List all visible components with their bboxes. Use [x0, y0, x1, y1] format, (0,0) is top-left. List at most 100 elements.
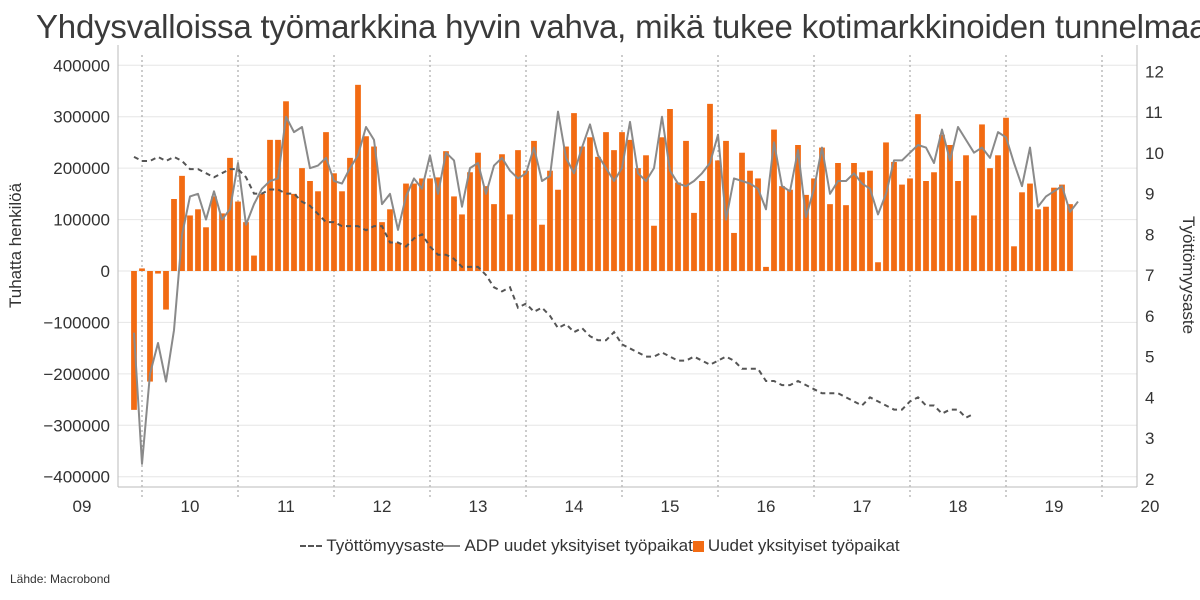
bar	[547, 170, 553, 271]
bar	[971, 215, 977, 271]
bar	[435, 177, 441, 271]
bar	[355, 84, 361, 271]
bar	[603, 132, 609, 271]
x-tick-label: 14	[565, 497, 584, 516]
bar	[235, 201, 241, 271]
y-tick-label-right: 12	[1145, 62, 1164, 81]
bar	[795, 145, 801, 271]
y-tick-label-left: −300000	[43, 416, 110, 435]
y-tick-label-right: 3	[1145, 429, 1154, 448]
legend: Työttömyysaste ADP uudet yksityiset työp…	[0, 536, 1200, 556]
y-tick-label-right: 6	[1145, 307, 1154, 326]
x-tick-label: 16	[757, 497, 776, 516]
bar	[499, 154, 505, 271]
bar	[667, 109, 673, 271]
legend-label-jobs: Uudet yksityiset työpaikat	[707, 536, 900, 555]
bar	[843, 205, 849, 271]
bar	[875, 262, 881, 271]
legend-label-unemployment: Työttömyysaste	[326, 536, 445, 555]
y-tick-label-left: 300000	[53, 108, 110, 127]
y-tick-label-left: −100000	[43, 313, 110, 332]
bar	[491, 204, 497, 271]
bar	[851, 163, 857, 271]
bar	[1011, 246, 1017, 271]
bar	[171, 199, 177, 271]
bar	[379, 222, 385, 271]
bar	[299, 168, 305, 271]
bar	[595, 156, 601, 271]
bar	[563, 146, 569, 271]
bar	[283, 101, 289, 271]
bar	[675, 182, 681, 271]
x-tick-label: 10	[181, 497, 200, 516]
bar	[947, 145, 953, 271]
bar	[531, 140, 537, 271]
bar	[467, 172, 473, 271]
bar	[523, 170, 529, 271]
bar	[755, 178, 761, 271]
bar	[715, 160, 721, 271]
bar	[187, 215, 193, 271]
bar	[763, 266, 769, 271]
bar	[419, 178, 425, 271]
bar	[699, 181, 705, 271]
bar	[155, 271, 161, 274]
y-axis-label-right: Työttömyysaste	[1179, 215, 1198, 335]
bar	[315, 191, 321, 271]
y-tick-label-right: 10	[1145, 144, 1164, 163]
bar	[1067, 204, 1073, 271]
bar	[507, 214, 513, 271]
x-tick-label: 11	[277, 497, 295, 516]
bar	[459, 214, 465, 271]
bar	[579, 146, 585, 271]
bar	[731, 232, 737, 271]
bar	[803, 194, 809, 271]
bar-swatch-icon	[692, 540, 704, 552]
bar	[251, 255, 257, 271]
bar	[307, 181, 313, 271]
bar	[635, 168, 641, 271]
bar	[587, 137, 593, 271]
bar	[243, 222, 249, 271]
y-tick-label-left: 0	[101, 262, 110, 281]
legend-label-adp: ADP uudet yksityiset työpaikat	[464, 536, 693, 555]
bar	[619, 132, 625, 271]
bar	[939, 134, 945, 271]
legend-item-jobs: Uudet yksityiset työpaikat	[692, 536, 900, 556]
bar	[387, 209, 393, 271]
bar	[475, 152, 481, 271]
bar	[923, 181, 929, 271]
bar	[1027, 183, 1033, 271]
bar	[955, 181, 961, 271]
bar	[219, 213, 225, 271]
bar	[827, 204, 833, 271]
bar	[323, 132, 329, 271]
bar	[787, 189, 793, 271]
bar	[275, 139, 281, 271]
bar	[859, 172, 865, 271]
legend-item-adp: ADP uudet yksityiset työpaikat	[444, 536, 693, 556]
bar	[643, 155, 649, 271]
x-tick-label: 15	[661, 497, 680, 516]
y-tick-label-right: 2	[1145, 470, 1154, 489]
bar	[1043, 206, 1049, 271]
x-tick-label: 12	[373, 497, 392, 516]
adp-series-line	[133, 110, 1079, 465]
chart-title: Yhdysvalloissa työmarkkina hyvin vahva, …	[36, 8, 1200, 45]
bar	[147, 271, 153, 382]
y-tick-label-left: −200000	[43, 365, 110, 384]
y-tick-label-right: 4	[1145, 388, 1154, 407]
bar	[883, 142, 889, 271]
x-tick-label: 17	[853, 497, 872, 516]
bar	[259, 193, 265, 271]
bar	[739, 152, 745, 271]
bar	[451, 196, 457, 271]
solid-line-swatch-icon	[444, 545, 461, 547]
bar	[539, 224, 545, 271]
bar	[427, 178, 433, 271]
y-tick-label-left: 200000	[53, 159, 110, 178]
bar	[835, 163, 841, 271]
y-tick-label-left: 100000	[53, 211, 110, 230]
bar	[747, 170, 753, 271]
